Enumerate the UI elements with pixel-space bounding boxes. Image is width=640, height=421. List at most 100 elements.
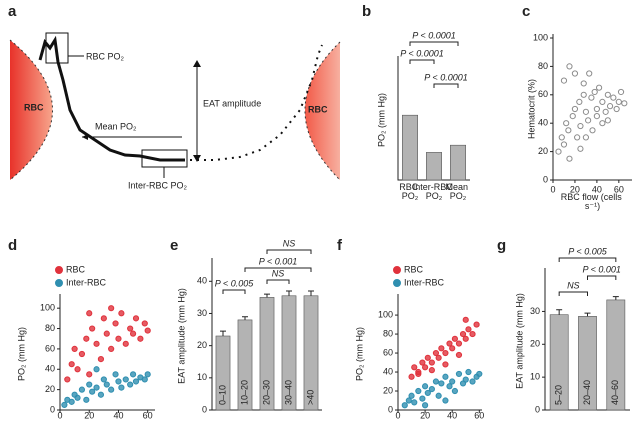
bracket [266,249,312,254]
panel-a: a RBC PO₂ RBC RBC Mean PO₂ EAT amplitude… [8,3,341,190]
point [459,330,467,338]
point [476,370,483,378]
x-tick-label: 20 [84,410,94,420]
point [421,402,429,409]
error-bar [242,316,248,320]
y-tick-label: 100 [40,303,55,313]
point [435,354,442,361]
point [580,91,587,98]
x-tick-label: Mean PO₂ [445,182,470,201]
x-tick-label: 0 [550,184,555,194]
point [589,127,596,134]
point [97,391,105,398]
point [599,98,606,106]
point [432,378,440,385]
point [610,94,617,101]
arrowhead [82,134,88,140]
point [571,70,579,77]
legend-label: RBC [404,264,424,274]
point [118,384,125,391]
point [595,84,603,91]
y-tick-label: 20 [538,146,548,156]
bar [450,144,466,181]
point [446,383,453,390]
bracket [433,83,459,88]
y-tick-label: 80 [45,323,55,333]
point [93,384,100,391]
bracket [244,267,312,272]
point [455,340,463,347]
bar [402,114,418,181]
y-tick-label: 0 [202,404,207,414]
point [411,399,418,406]
x-axis-label: RBC flow (cells s⁻¹) [561,192,625,211]
point [451,335,459,342]
y-tick-label: 0 [388,404,393,414]
error-bar [264,293,270,298]
annotation: P < 0.0001 [400,48,443,58]
label: Mean PO₂ [95,121,137,131]
panel-letter: g [497,237,506,254]
point [108,345,115,353]
annotation: P < 0.001 [582,264,620,274]
point [604,117,611,124]
x-tick-label: 5–20 [554,385,564,405]
point [93,366,100,373]
y-axis-label: Hematocrit (%) [526,79,536,139]
y-tick-label: 60 [538,89,548,99]
error-bar [584,312,591,317]
point [144,327,151,334]
x-tick-label: 40–60 [610,380,620,405]
point [408,373,415,380]
point [465,368,472,376]
point [141,320,148,327]
error-bar [612,296,619,300]
point [571,105,579,113]
point [566,63,573,70]
point [411,364,418,371]
y-tick-label: 10 [197,372,207,382]
annotation: NS [567,280,580,290]
point [83,335,90,342]
point [462,335,469,342]
panel-letter: a [8,3,17,20]
po2-trace [38,35,185,162]
point [64,376,71,383]
point [558,134,565,141]
point [68,398,75,405]
x-tick-label: 60 [474,410,484,420]
point [565,127,572,134]
point [108,305,115,312]
panel-letter: e [170,237,178,254]
point [129,371,137,378]
point [442,349,449,357]
point [122,340,129,347]
point [421,364,429,371]
rbc-outline [304,41,341,181]
point [86,310,93,317]
point [560,77,568,84]
point [419,395,426,402]
point [438,380,445,387]
point [89,325,96,332]
point [462,316,469,323]
y-tick-label: 20 [383,385,393,395]
x-tick-label: 60 [614,184,624,194]
point [446,340,453,347]
point [97,355,105,363]
point [585,117,592,124]
point [599,120,606,127]
annotation: NS [283,238,296,248]
point [89,388,96,395]
point [455,370,463,378]
point [604,91,611,98]
y-tick-label: 30 [197,308,207,318]
legend-label: Inter-RBC [404,277,445,287]
point [577,122,584,130]
label: RBC [308,104,328,114]
annotation: P < 0.005 [568,246,607,256]
y-axis-label: EAT amplitude (mm Hg) [176,288,186,384]
point [415,387,422,395]
annotation: NS [272,268,285,278]
point [449,345,456,352]
